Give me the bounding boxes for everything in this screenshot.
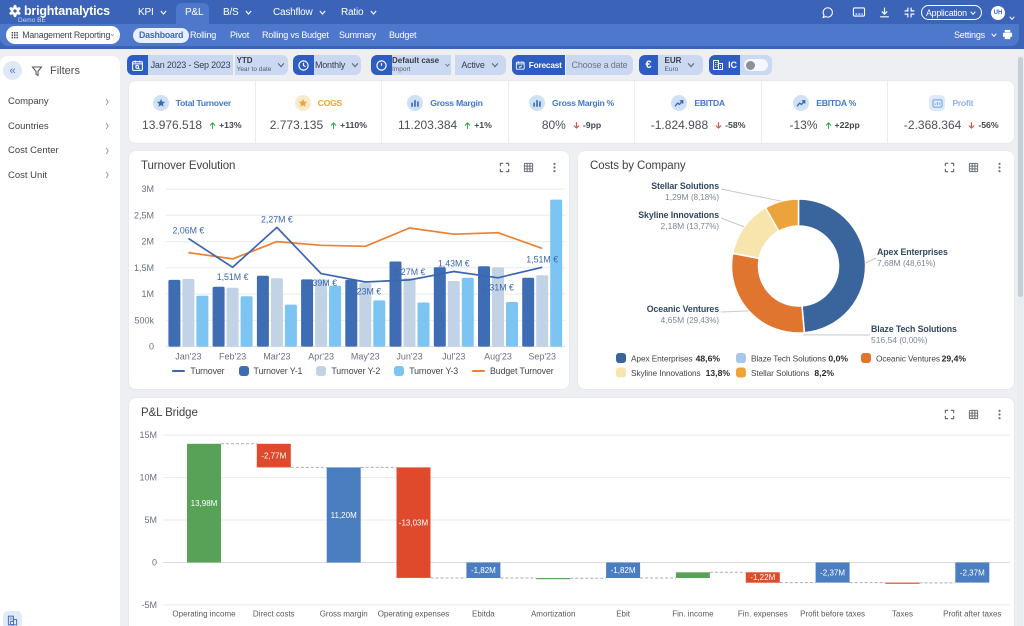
svg-text:-2,37M: -2,37M — [820, 568, 845, 577]
svg-text:-1,22M: -1,22M — [750, 573, 775, 582]
svg-text:Jan'23: Jan'23 — [175, 352, 201, 362]
svg-text:Blaze Tech Solutions: Blaze Tech Solutions — [871, 324, 957, 334]
svg-text:Apr'23: Apr'23 — [308, 352, 334, 362]
svg-text:Feb'23: Feb'23 — [219, 352, 246, 362]
svg-text:May'23: May'23 — [351, 352, 380, 362]
svg-text:Oceanic Ventures: Oceanic Ventures — [647, 304, 719, 314]
svg-text:2,5M: 2,5M — [134, 210, 154, 220]
svg-text:8,2%: 8,2% — [814, 368, 834, 378]
svg-text:Oceanic Ventures: Oceanic Ventures — [876, 354, 940, 364]
svg-text:500k: 500k — [134, 315, 154, 325]
svg-text:1,23M €: 1,23M € — [349, 287, 381, 297]
svg-text:Sep'23: Sep'23 — [528, 352, 556, 362]
svg-text:Apex Enterprises: Apex Enterprises — [877, 247, 948, 257]
svg-text:2,18M (13,77%): 2,18M (13,77%) — [661, 221, 720, 231]
svg-text:3M: 3M — [141, 184, 154, 194]
svg-text:1,29M (8,18%): 1,29M (8,18%) — [665, 192, 719, 202]
svg-text:13,8%: 13,8% — [706, 368, 731, 378]
svg-text:11,20M: 11,20M — [331, 511, 357, 520]
svg-text:Ebitda: Ebitda — [472, 610, 495, 619]
svg-text:Fin. expenses: Fin. expenses — [738, 610, 788, 619]
svg-text:Ebit: Ebit — [616, 610, 631, 619]
svg-text:0,0%: 0,0% — [828, 354, 848, 364]
svg-text:Operating expenses: Operating expenses — [378, 610, 450, 619]
svg-text:Direct costs: Direct costs — [253, 610, 295, 619]
svg-text:4,65M (29,43%): 4,65M (29,43%) — [661, 315, 720, 325]
svg-text:Stellar Solutions: Stellar Solutions — [651, 181, 719, 191]
svg-text:Jul'23: Jul'23 — [442, 352, 465, 362]
svg-text:Skyline Innovations: Skyline Innovations — [638, 210, 719, 220]
svg-text:13,98M: 13,98M — [191, 499, 218, 508]
svg-text:1,51M €: 1,51M € — [526, 254, 558, 264]
svg-text:15M: 15M — [139, 430, 157, 440]
svg-text:7,68M (48,61%): 7,68M (48,61%) — [877, 258, 936, 268]
svg-text:10M: 10M — [139, 473, 157, 483]
svg-text:1,5M: 1,5M — [134, 263, 154, 273]
svg-text:Amortization: Amortization — [531, 610, 575, 619]
svg-text:5M: 5M — [144, 515, 157, 525]
svg-text:1,43M €: 1,43M € — [438, 259, 470, 269]
svg-text:Apex Enterprises: Apex Enterprises — [631, 354, 693, 364]
svg-text:-2,37M: -2,37M — [960, 568, 985, 577]
svg-text:Fin. income: Fin. income — [672, 610, 714, 619]
svg-text:0: 0 — [149, 342, 154, 352]
svg-text:Taxes: Taxes — [892, 610, 913, 619]
svg-text:516,54 (0,00%): 516,54 (0,00%) — [871, 335, 928, 345]
svg-text:1,31M €: 1,31M € — [482, 282, 514, 292]
svg-text:29,4%: 29,4% — [942, 354, 967, 364]
svg-text:1,27M €: 1,27M € — [394, 267, 426, 277]
svg-text:Skyline Innovations: Skyline Innovations — [631, 368, 701, 378]
svg-text:48,6%: 48,6% — [696, 354, 721, 364]
svg-text:2,27M €: 2,27M € — [261, 214, 293, 224]
svg-text:Mar'23: Mar'23 — [263, 352, 290, 362]
svg-text:0: 0 — [152, 558, 157, 568]
svg-text:-1,82M: -1,82M — [611, 566, 636, 575]
svg-text:-2,77M: -2,77M — [261, 451, 286, 460]
svg-text:-13,03M: -13,03M — [399, 519, 429, 528]
svg-text:Stellar Solutions: Stellar Solutions — [751, 368, 809, 378]
svg-text:Gross margin: Gross margin — [320, 610, 368, 619]
svg-text:Profit after taxes: Profit after taxes — [943, 610, 1001, 619]
svg-text:-5M: -5M — [142, 600, 158, 610]
svg-text:Profit before taxes: Profit before taxes — [800, 610, 865, 619]
svg-text:1,39M €: 1,39M € — [305, 278, 337, 288]
svg-text:Aug'23: Aug'23 — [484, 352, 512, 362]
svg-text:Operating income: Operating income — [172, 610, 236, 619]
svg-text:Blaze Tech Solutions: Blaze Tech Solutions — [751, 354, 826, 364]
svg-text:1,51M €: 1,51M € — [217, 272, 249, 282]
svg-text:1M: 1M — [141, 289, 154, 299]
svg-text:-1,82M: -1,82M — [471, 566, 496, 575]
svg-text:Jun'23: Jun'23 — [396, 352, 422, 362]
svg-text:2,06M €: 2,06M € — [173, 225, 205, 235]
svg-text:2M: 2M — [141, 237, 154, 247]
